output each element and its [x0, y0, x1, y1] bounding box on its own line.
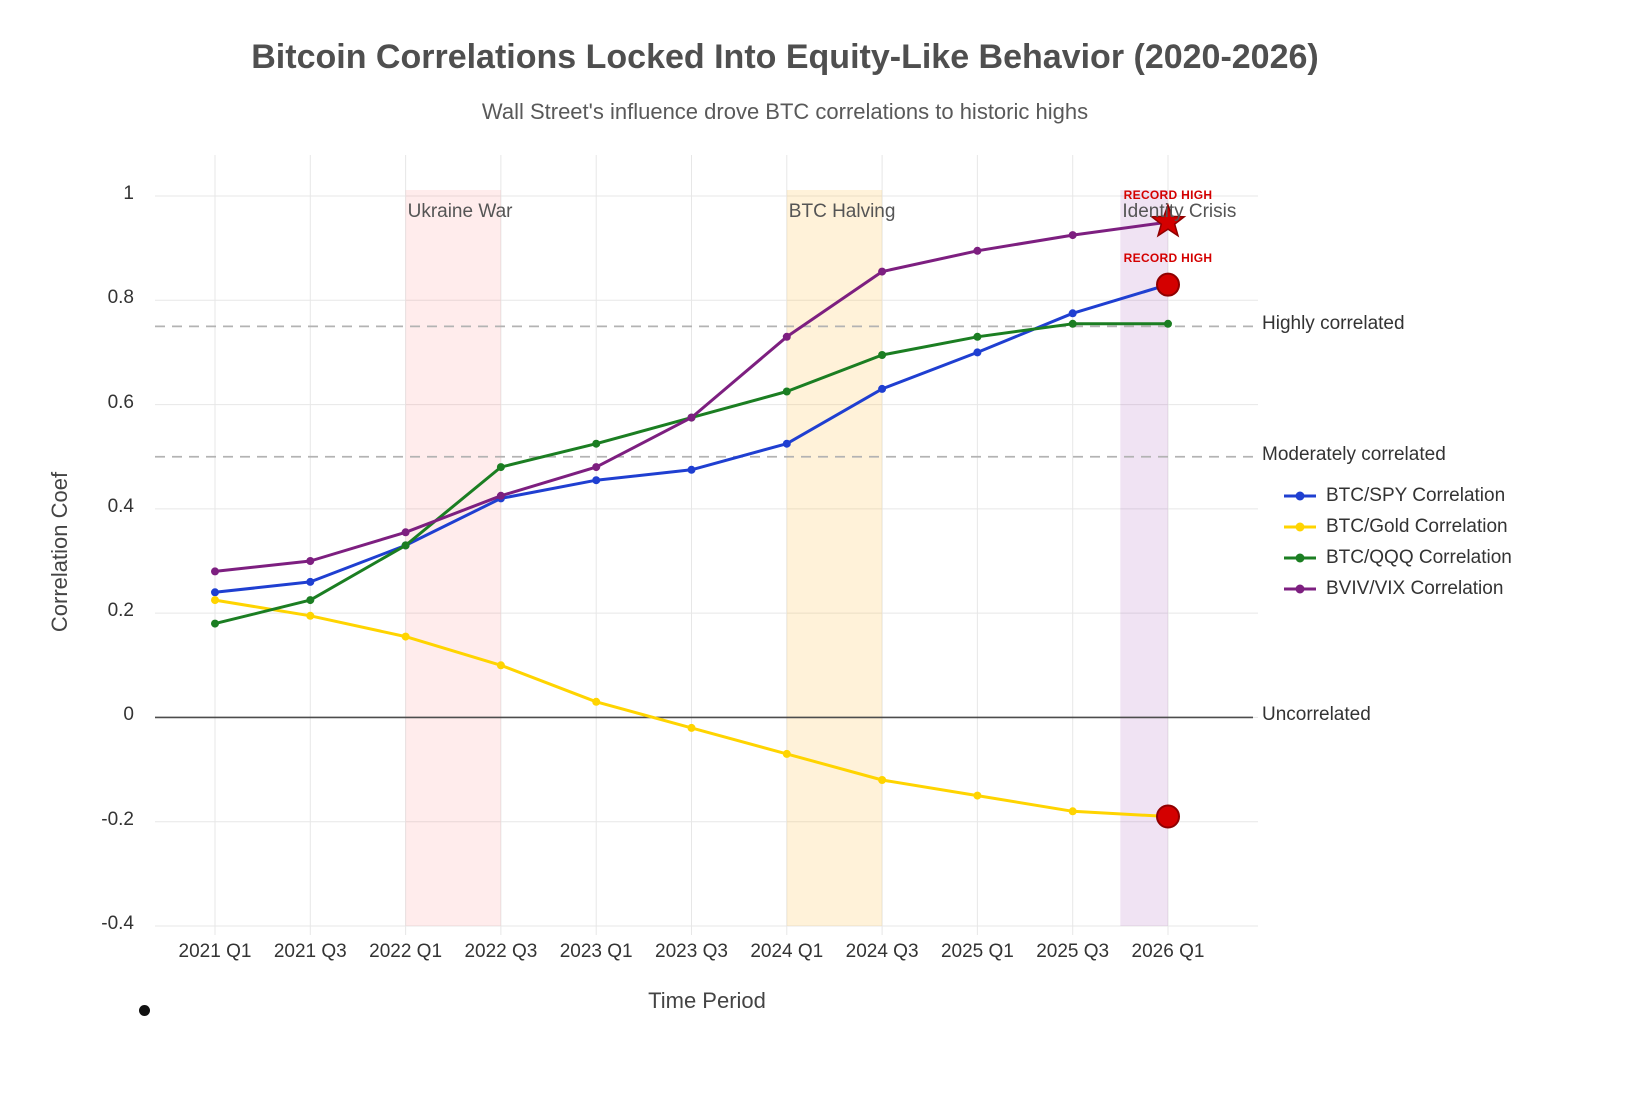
x-tick-label: 2023 Q3 — [655, 941, 728, 962]
legend-line-icon — [1284, 553, 1316, 562]
chart-subtitle: Wall Street's influence drove BTC correl… — [481, 99, 1089, 124]
reference-line-label: Uncorrelated — [1262, 704, 1371, 726]
y-tick-label: -0.4 — [101, 913, 134, 934]
legend-item-label: BVIV/VIX Correlation — [1326, 577, 1504, 599]
x-tick-label: 2024 Q3 — [845, 941, 919, 962]
legend-item[interactable]: BTC/SPY Correlation — [1283, 480, 1512, 511]
legend-item[interactable]: BTC/Gold Correlation — [1283, 511, 1512, 542]
y-tick-label: 1 — [123, 183, 134, 204]
chart-title: Bitcoin Correlations Locked Into Equity-… — [251, 38, 1319, 76]
x-tick-label: 2025 Q3 — [1036, 941, 1110, 962]
legend: BTC/SPY Correlation BTC/Gold Correlation B… — [1283, 480, 1512, 604]
x-tick-label: 2026 Q1 — [1131, 941, 1205, 962]
legend-item-label: BTC/Gold Correlation — [1326, 515, 1508, 537]
x-tick-label: 2022 Q1 — [369, 941, 443, 962]
y-tick-label: 0.6 — [107, 391, 134, 413]
legend-item[interactable]: BTC/QQQ Correlation — [1283, 542, 1512, 573]
legend-line-icon — [1284, 522, 1316, 531]
x-tick-label: 2023 Q1 — [559, 941, 633, 962]
legend-line-icon — [1284, 584, 1316, 593]
legend-line-icon — [1284, 491, 1316, 500]
event-band-label: BTC Halving — [788, 201, 896, 222]
x-tick-label: 2021 Q3 — [273, 941, 347, 962]
reference-line-label: Moderately correlated — [1262, 443, 1446, 465]
x-axis-title: Time Period — [648, 988, 766, 1013]
x-tick-label: 2024 Q1 — [750, 941, 824, 962]
legend-item-label: BTC/SPY Correlation — [1326, 484, 1506, 506]
legend-item[interactable]: BVIV/VIX Correlation — [1283, 573, 1512, 604]
x-tick-label: 2025 Q1 — [940, 941, 1014, 962]
event-band-label: Ukraine War — [407, 201, 513, 222]
y-tick-label: 0.8 — [107, 287, 134, 309]
event-band-label: Identity Crisis — [1122, 201, 1237, 222]
y-tick-label: 0.4 — [107, 495, 134, 517]
x-tick-label: 2022 Q3 — [464, 941, 538, 962]
record-high-label: RECORD HIGH — [1123, 188, 1213, 203]
stray-dot — [139, 1005, 150, 1016]
reference-line-label: Highly correlated — [1262, 313, 1405, 335]
y-tick-label: 0.2 — [107, 600, 134, 622]
x-tick-label: 2021 Q1 — [178, 941, 252, 962]
record-high-label: RECORD HIGH — [1123, 250, 1213, 265]
legend-item-label: BTC/QQQ Correlation — [1326, 546, 1512, 568]
y-tick-label: 0 — [123, 704, 134, 726]
y-tick-label: -0.2 — [101, 808, 134, 830]
